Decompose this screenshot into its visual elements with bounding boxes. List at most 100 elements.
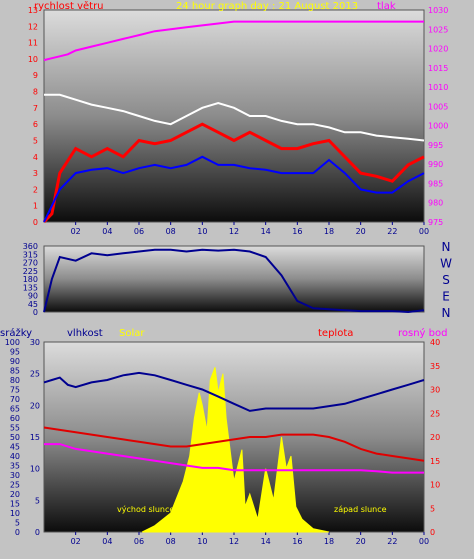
humidity-tick-label: 10	[30, 465, 40, 474]
rain-tick-label: 20	[10, 490, 20, 499]
wind-x-tick-label: 16	[292, 227, 302, 236]
rain-tick-label: 45	[10, 443, 20, 452]
rain-tick-label: 90	[10, 357, 20, 366]
wind-x-tick-label: 10	[197, 227, 207, 236]
compass-label: E	[442, 290, 450, 304]
pressure-tick-label: 1025	[428, 25, 448, 34]
wind-speed-tick-label: 13	[28, 6, 38, 15]
direction-tick-label: 135	[23, 283, 38, 292]
temp-x-tick-label: 10	[197, 537, 207, 546]
wind-speed-tick-label: 0	[33, 218, 38, 227]
humidity-series-line	[43, 371, 425, 412]
pressure-tick-label: 975	[428, 218, 443, 227]
wind-x-tick-label: 02	[71, 227, 81, 236]
wind-x-tick-label: 12	[229, 227, 239, 236]
pressure-tick-label: 1000	[428, 122, 448, 131]
humidity-tick-label: 0	[35, 528, 40, 537]
temp-x-tick-label: 22	[387, 537, 397, 546]
dewpoint-axis-label: rosný bod	[398, 327, 447, 339]
rain-tick-label: 25	[10, 481, 20, 490]
wind-speed-tick-label: 11	[28, 39, 38, 48]
rain-tick-label: 50	[10, 433, 20, 442]
temp-x-tick-label: 08	[166, 537, 176, 546]
direction-tick-label: 270	[23, 259, 38, 268]
average-series-line	[44, 93, 425, 142]
rain-tick-label: 55	[10, 424, 20, 433]
rain-tick-label: 100	[5, 338, 20, 347]
temp-x-tick-label: 18	[324, 537, 334, 546]
temperature-axis-label: teplota	[318, 328, 353, 339]
solar-axis-label: Solar	[119, 328, 145, 339]
wind-speed-tick-label: 10	[28, 55, 38, 64]
temp-x-tick-label: 20	[356, 537, 366, 546]
temperature-tick-label: 30	[430, 386, 440, 395]
pressure-tick-label: 1015	[428, 64, 448, 73]
pressure-tick-label: 1005	[428, 102, 448, 111]
compass-label: N	[442, 240, 451, 254]
rain-tick-label: 15	[10, 500, 20, 509]
temperature-series-line	[43, 426, 425, 462]
humidity-tick-label: 20	[30, 401, 40, 410]
rain-tick-label: 60	[10, 414, 20, 423]
direction-tick-label: 45	[28, 300, 38, 309]
pressure-axis-label: tlak	[377, 1, 396, 12]
compass-label: N	[442, 306, 451, 320]
rain-tick-label: 85	[10, 367, 20, 376]
temperature-tick-label: 0	[430, 528, 435, 537]
wind-speed-tick-label: 3	[33, 169, 38, 178]
temperature-tick-label: 15	[430, 457, 440, 466]
pressure-tick-label: 1030	[428, 6, 448, 15]
temp-x-tick-label: 00	[419, 537, 429, 546]
wind-series-line	[43, 155, 425, 223]
rain-tick-label: 80	[10, 376, 20, 385]
rain-axis-label: srážky	[0, 327, 32, 339]
temperature-tick-label: 5	[430, 504, 435, 513]
pressure-tick-label: 995	[428, 141, 443, 150]
rain-tick-label: 65	[10, 405, 20, 414]
humidity-tick-label: 25	[30, 370, 40, 379]
wind-pressure-plot-area	[43, 9, 425, 223]
wind-speed-tick-label: 5	[33, 136, 38, 145]
temp-x-tick-label: 04	[102, 537, 112, 546]
humidity-tick-label: 15	[30, 433, 40, 442]
pressure-series-line	[43, 20, 424, 62]
compass-label: W	[440, 257, 452, 271]
rain-tick-label: 75	[10, 386, 20, 395]
direction-tick-label: 180	[23, 275, 38, 284]
temperature-tick-label: 40	[430, 338, 440, 347]
compass-label: S	[442, 273, 450, 287]
humidity-tick-label: 30	[30, 338, 40, 347]
gust-series-line	[42, 122, 425, 224]
pressure-tick-label: 985	[428, 179, 443, 188]
pressure-tick-label: 990	[428, 160, 443, 169]
temperature-tick-label: 25	[430, 409, 440, 418]
wind-direction-plot-area	[43, 245, 425, 313]
humidity-tick-label: 5	[35, 496, 40, 505]
rain-tick-label: 30	[10, 471, 20, 480]
wind-speed-axis-label: rychlost větru	[34, 0, 104, 12]
sunrise-annotation: východ slunce	[117, 505, 174, 514]
wind-speed-tick-label: 2	[33, 185, 38, 194]
dewpoint-series-line	[44, 443, 424, 474]
wind-x-tick-label: 18	[324, 227, 334, 236]
wind-x-tick-label: 00	[419, 227, 429, 236]
rain-tick-label: 70	[10, 395, 20, 404]
rain-tick-label: 95	[10, 348, 20, 357]
wind-x-tick-label: 14	[261, 227, 271, 236]
direction-tick-label: 360	[23, 242, 38, 251]
wind-speed-tick-label: 7	[33, 104, 38, 113]
wind-speed-tick-label: 8	[33, 88, 38, 97]
rain-tick-label: 35	[10, 462, 20, 471]
rain-tick-label: 10	[10, 509, 20, 518]
rain-tick-label: 40	[10, 452, 20, 461]
temperature-tick-label: 35	[430, 362, 440, 371]
pressure-tick-label: 980	[428, 199, 443, 208]
pressure-tick-label: 1010	[428, 83, 448, 92]
humidity-axis-label: vlhkost	[67, 328, 103, 339]
temperature-tick-label: 20	[430, 433, 440, 442]
rain-tick-label: 0	[15, 528, 20, 537]
direction-tick-label: 0	[33, 308, 38, 317]
direction-tick-label: 315	[23, 250, 38, 259]
pressure-tick-label: 1020	[428, 45, 448, 54]
